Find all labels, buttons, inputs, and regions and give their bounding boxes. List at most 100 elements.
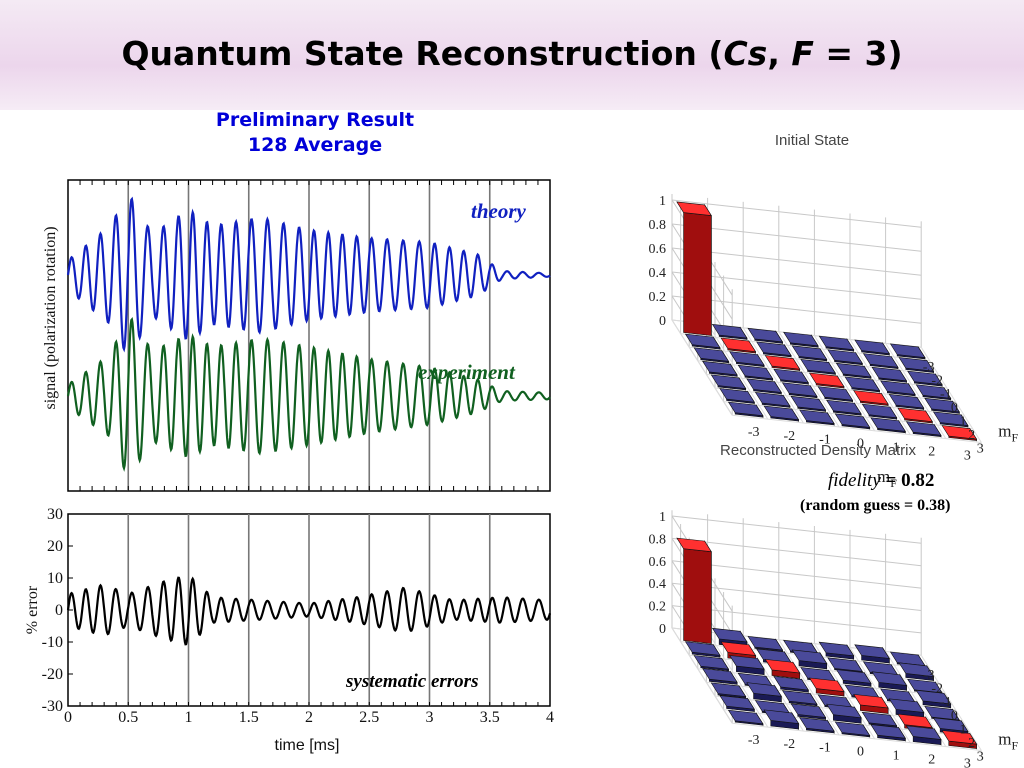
bar-top — [854, 339, 890, 355]
bar-top — [941, 730, 978, 745]
matrix-mf-row-label: -3 — [923, 360, 935, 375]
matrix-bar-offdiagonal — [791, 345, 828, 362]
bar-top — [711, 627, 748, 643]
matrix-bar-offdiagonal — [818, 641, 855, 661]
matrix-mf-row-label: -2 — [931, 681, 943, 696]
matrix-bar-offdiagonal — [799, 409, 835, 427]
error-x-tick-label: 0.5 — [118, 709, 138, 726]
error-plot: 0 0.5 1 1.5 2 2.5 3 3.5 4 30 20 10 0 -10 -20 -30 % err… — [24, 506, 554, 754]
error-x-tick-label: 1 — [185, 709, 193, 726]
matrix-floor-gridline — [707, 323, 769, 420]
bar-top — [844, 376, 881, 391]
error-y-ticks: 30 20 10 0 -10 -20 -30 — [42, 506, 73, 715]
title-f: F — [791, 34, 814, 73]
matrix-mf-row-label: 3 — [977, 749, 984, 764]
matrix-mf-col-label: 1 — [893, 440, 900, 455]
bar-top — [783, 331, 819, 347]
matrix-title: Reconstructed Density Matrix — [720, 442, 916, 459]
error-x-tick-label: 0 — [64, 709, 72, 726]
error-x-tick-label: 3.5 — [480, 709, 500, 726]
matrix-floor-gridline — [742, 327, 804, 424]
bar-top — [826, 703, 862, 719]
matrix-bar-offdiagonal — [880, 380, 916, 397]
matrix-bar-offdiagonal — [702, 360, 738, 378]
matrix-z-tick-label: 1 — [659, 510, 666, 525]
axis-subscript: F — [1012, 739, 1019, 753]
error-y-tick-label: 0 — [55, 602, 63, 619]
matrix-bar-offdiagonal — [763, 405, 800, 423]
matrix-floor-gridline — [732, 722, 982, 751]
bar-top — [941, 425, 978, 440]
matrix-gridline — [671, 271, 922, 300]
title-text: Quantum State Reconstruction ( — [121, 34, 724, 73]
matrix-bar-offdiagonal — [834, 721, 871, 738]
matrix-bar-offdiagonal — [905, 725, 942, 746]
matrix-bar-diagonal — [941, 730, 978, 750]
bar-top — [764, 355, 801, 370]
experiment-series-line — [66, 317, 551, 472]
matrix-bar-offdiagonal — [702, 668, 738, 686]
bar-top — [799, 409, 835, 424]
matrix-bar-diagonal — [720, 337, 757, 355]
bar-top — [870, 417, 906, 432]
bar-top — [790, 395, 827, 411]
bar-top — [898, 662, 935, 677]
matrix-mf-col-label: -3 — [748, 733, 760, 748]
bar-top — [790, 703, 827, 718]
bar-top — [897, 407, 933, 423]
bar-top — [800, 359, 836, 374]
matrix-mf-row-label: -3 — [923, 668, 935, 683]
matrix-bar-offdiagonal — [693, 655, 730, 672]
bar-top — [808, 372, 845, 388]
matrix-bar-diagonal — [764, 355, 801, 372]
matrix-mf-col-label: 0 — [857, 745, 864, 760]
matrix-bar-offdiagonal — [719, 695, 755, 713]
reconstructed-matrix: 10.80.60.40.20-3-3-2-2-1-100112233mFmFRe… — [649, 442, 1019, 768]
matrix-bar-offdiagonal — [818, 335, 855, 353]
matrix-bar-offdiagonal — [727, 709, 764, 727]
matrix-floor-gridline — [849, 339, 911, 435]
matrix-mf-row-label: -1 — [940, 387, 952, 402]
bar-top — [781, 382, 818, 397]
matrix-bar-offdiagonal — [719, 388, 755, 405]
bar-top — [756, 341, 792, 356]
matrix-bar-offdiagonal — [870, 417, 906, 434]
bar-top — [720, 337, 757, 353]
matrix-gridline — [671, 295, 922, 324]
experiment-label: experiment — [418, 360, 515, 384]
matrix-mf-col-label: -1 — [819, 433, 831, 448]
matrix-gridline — [671, 223, 922, 252]
matrix-mf-col-label: -2 — [783, 429, 795, 444]
matrix-bar-offdiagonal — [835, 362, 872, 380]
matrix-mf-col-label: 2 — [928, 752, 935, 767]
matrix-mf-col-label: -3 — [748, 425, 760, 440]
bar-top — [693, 347, 730, 362]
matrix-z-tick-label: 0.8 — [649, 218, 667, 233]
bar-top — [907, 370, 943, 386]
fidelity-label: fidelity = 0.82 — [828, 470, 934, 492]
matrix-mf-col-label: 3 — [964, 448, 971, 463]
matrix-floor-gridline — [849, 647, 911, 743]
matrix-bar-offdiagonal — [817, 386, 854, 403]
bar-top — [818, 335, 855, 351]
matrix-bar-offdiagonal — [747, 636, 784, 653]
matrix-bar-offdiagonal — [737, 364, 774, 382]
bar-top — [676, 537, 712, 553]
bar-top — [898, 357, 935, 372]
error-y-tick-label: -10 — [42, 634, 63, 651]
matrix-floor-gridline — [707, 631, 769, 728]
bar-top — [905, 421, 942, 436]
matrix-bar-offdiagonal — [888, 698, 925, 719]
matrix-bar-offdiagonal — [773, 675, 809, 694]
bar-top — [861, 711, 898, 727]
matrix-gridline — [671, 560, 922, 589]
error-y-tick-label: 10 — [47, 570, 63, 587]
bar-top — [719, 695, 755, 710]
bar-top — [711, 324, 748, 339]
matrix-bar-offdiagonal — [826, 399, 862, 417]
matrix-axis-label-left: mF — [998, 422, 1018, 445]
bar-top — [827, 657, 863, 672]
bar-top — [791, 345, 828, 360]
matrix-bar-offdiagonal — [871, 366, 908, 384]
matrix-bar-offdiagonal — [932, 411, 969, 429]
